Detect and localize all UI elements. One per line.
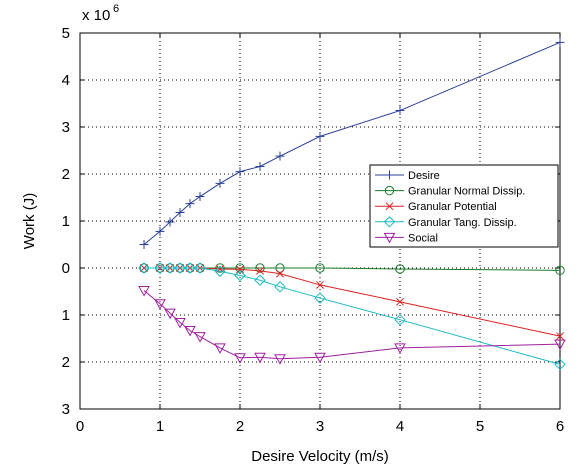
legend-label: Social <box>408 232 438 244</box>
data-point <box>174 318 186 329</box>
y-tick-label: 4 <box>62 72 70 89</box>
data-point <box>154 262 166 274</box>
data-point <box>164 308 176 320</box>
data-point <box>314 352 326 364</box>
data-point <box>175 208 185 218</box>
data-point <box>394 313 406 326</box>
data-point <box>194 332 206 343</box>
x-tick-label: 2 <box>236 418 244 435</box>
series-desire <box>139 37 565 249</box>
legend-label: Granular Tang. Dissip. <box>408 217 517 229</box>
data-point <box>236 265 244 274</box>
data-point <box>138 262 150 274</box>
data-point <box>195 192 205 202</box>
data-point <box>314 292 326 304</box>
data-point <box>395 106 405 116</box>
y-multiplier-exponent: 6 <box>113 3 119 15</box>
legend-swatch-marker <box>383 232 396 244</box>
data-point <box>139 240 149 249</box>
data-point <box>235 167 245 177</box>
data-point <box>154 299 166 310</box>
data-point <box>194 262 206 274</box>
series-group <box>138 37 566 371</box>
data-point <box>275 263 285 273</box>
data-point <box>155 226 165 236</box>
data-point <box>184 326 196 337</box>
legend-item: Granular Tang. Dissip. <box>375 216 517 229</box>
data-point <box>274 281 286 293</box>
data-point <box>276 269 284 278</box>
data-point <box>235 263 245 273</box>
data-point <box>234 353 246 364</box>
legend-item: Granular Potential <box>375 201 497 213</box>
y-tick-label: 3 <box>62 401 70 418</box>
legend: Desire Granular Normal Dissip. Granular Po… <box>369 164 559 248</box>
legend-item: Social <box>375 232 438 244</box>
data-point <box>316 280 324 289</box>
data-point <box>275 151 285 161</box>
series-granular-tang-dissip <box>138 262 566 371</box>
legend-swatch-marker <box>385 170 394 180</box>
axes: 0 1 2 3 4 5 6 5 4 3 2 1 0 1 2 3 <box>62 25 565 435</box>
data-point <box>556 332 564 341</box>
data-point <box>395 264 405 274</box>
data-point <box>234 269 246 282</box>
legend-item: Desire <box>375 170 440 182</box>
x-tick-label: 3 <box>316 418 324 435</box>
x-tick-label: 5 <box>476 418 484 435</box>
legend-swatch-marker <box>385 202 394 211</box>
y-tick-label: 0 <box>62 260 70 277</box>
data-point <box>214 343 226 354</box>
data-point <box>255 263 265 273</box>
data-point <box>315 263 325 273</box>
data-point <box>256 266 264 275</box>
data-point <box>394 343 406 354</box>
y-axis-label: Work (J) <box>21 193 38 249</box>
data-point <box>396 297 404 306</box>
legend-swatch-marker <box>384 185 395 196</box>
data-point <box>254 274 266 286</box>
data-point <box>165 217 175 227</box>
x-tick-label: 6 <box>556 418 564 435</box>
data-point <box>315 131 325 141</box>
legend-label: Granular Normal Dissip. <box>408 186 525 198</box>
y-multiplier-label: x 10 <box>82 7 110 24</box>
data-point <box>138 286 150 297</box>
data-point <box>274 354 286 365</box>
data-point <box>164 262 176 274</box>
y-tick-label: 1 <box>62 213 70 230</box>
data-point <box>555 37 565 47</box>
data-point <box>555 265 565 276</box>
x-tick-label: 4 <box>396 418 404 435</box>
data-point <box>255 161 265 171</box>
x-tick-label: 1 <box>156 418 164 435</box>
data-point <box>215 263 225 273</box>
data-point <box>185 199 195 209</box>
x-tick-label: 0 <box>76 418 84 435</box>
x-axis-label: Desire Velocity (m/s) <box>251 448 389 465</box>
data-point <box>174 262 186 274</box>
data-point <box>254 352 266 364</box>
data-point <box>214 265 226 277</box>
data-point <box>554 358 566 371</box>
legend-label: Granular Potential <box>408 201 497 213</box>
data-point <box>184 262 196 274</box>
data-point <box>554 339 566 351</box>
y-tick-label: 1 <box>62 307 70 324</box>
legend-label: Desire <box>408 170 440 182</box>
series-line <box>143 290 561 360</box>
legend-swatch-marker <box>383 216 396 228</box>
y-tick-label: 2 <box>62 166 70 183</box>
data-point <box>215 178 225 188</box>
y-tick-label: 5 <box>62 25 70 42</box>
legend-item: Granular Normal Dissip. <box>375 186 525 198</box>
series-social <box>138 286 566 365</box>
series-line <box>144 267 561 365</box>
y-tick-label: 2 <box>62 354 70 371</box>
y-tick-label: 3 <box>62 119 70 136</box>
